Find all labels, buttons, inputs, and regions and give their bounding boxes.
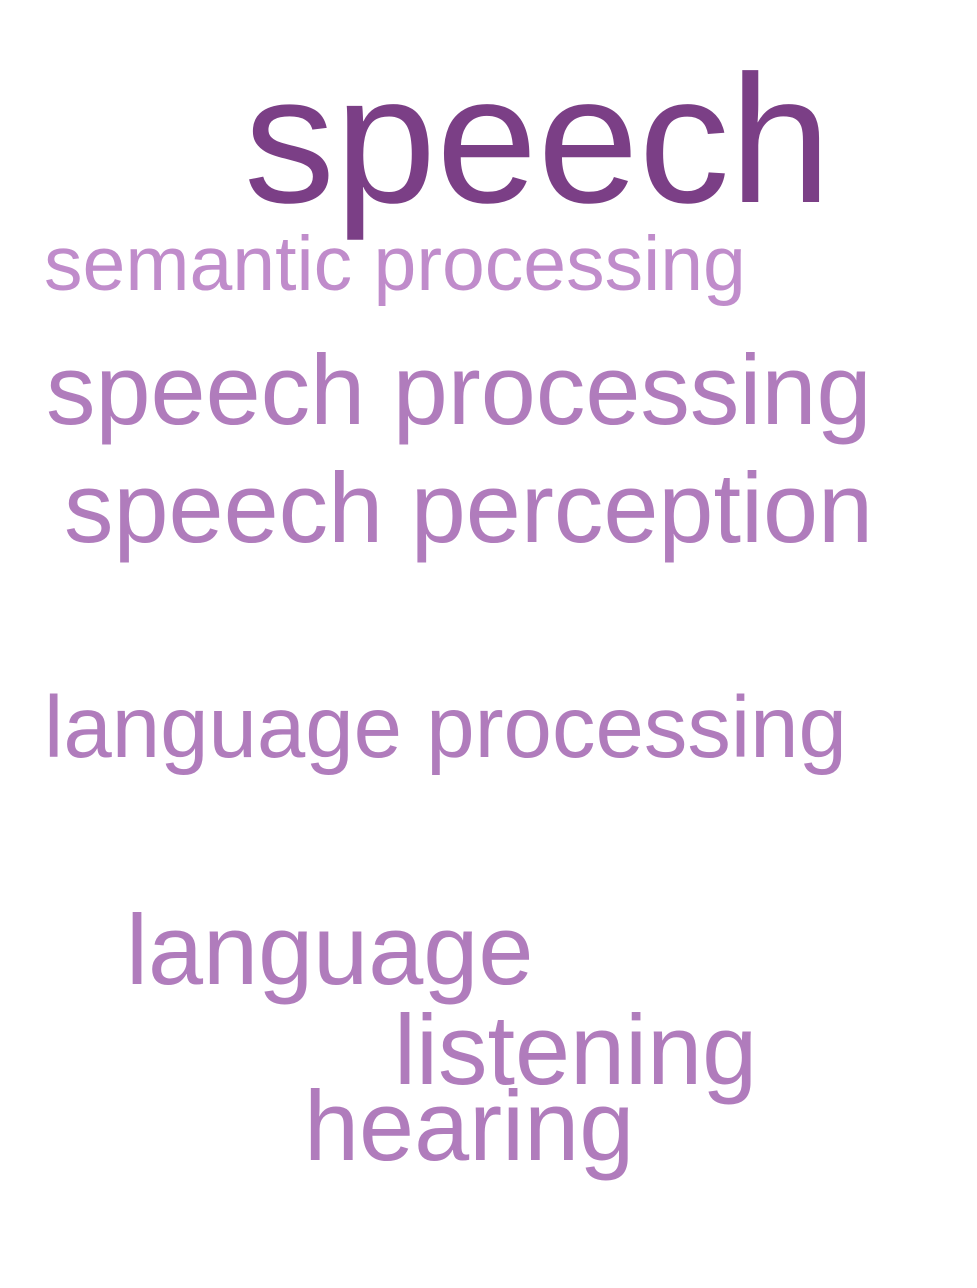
word-speech-perception: speech perception	[64, 452, 874, 563]
word-semantic-processing: semantic processing	[44, 221, 746, 307]
word-hearing: hearing	[304, 1070, 635, 1181]
word-listening: listening	[394, 994, 758, 1105]
word-language-processing: language processing	[44, 679, 847, 776]
word-speech: speech	[244, 37, 831, 241]
word-language: language	[126, 894, 534, 1005]
word-speech-processing: speech processing	[46, 334, 872, 445]
